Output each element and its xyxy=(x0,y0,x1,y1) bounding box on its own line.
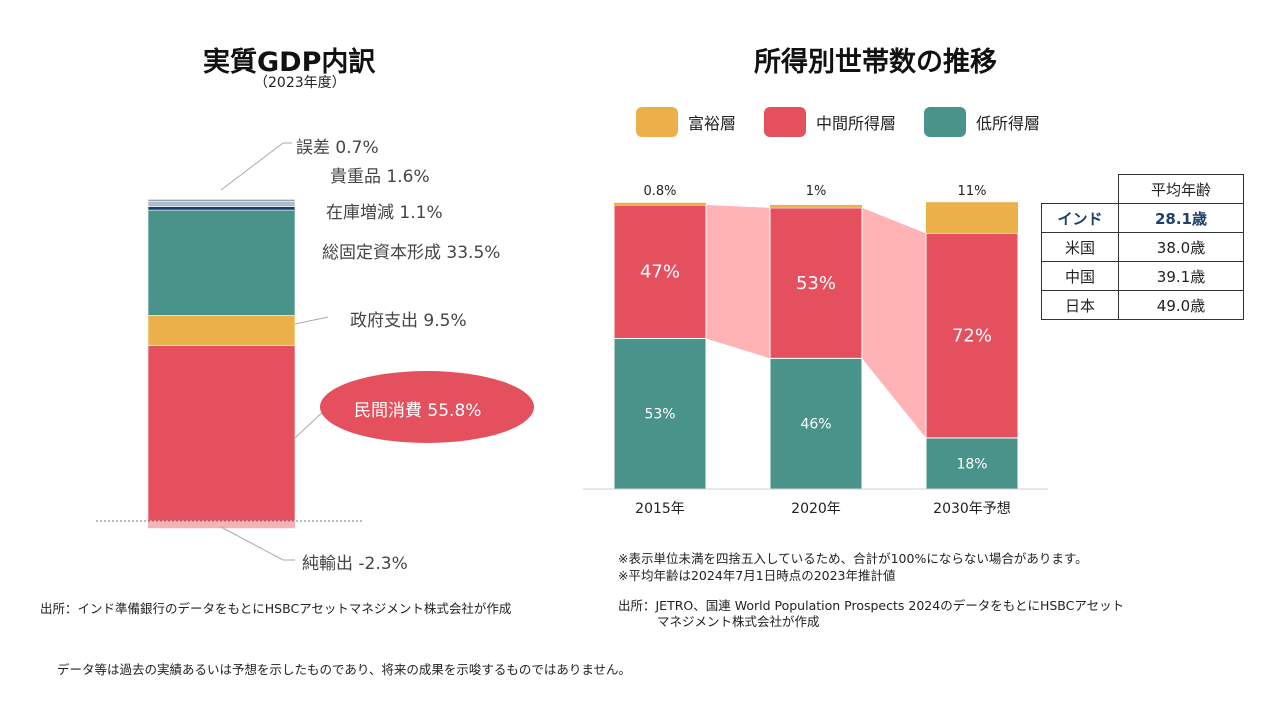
age-table-country: インド xyxy=(1041,203,1119,233)
gdp-stacked-bar-chart xyxy=(96,142,534,561)
legend-item-wealthy: 富裕層 xyxy=(636,107,736,137)
legend-item-middle: 中間所得層 xyxy=(764,107,896,137)
bar-low-income xyxy=(613,337,707,490)
table-row: 中国 39.1歳 xyxy=(1041,261,1244,291)
bar-middle-income xyxy=(769,207,863,359)
household-note-2: ※平均年齢は2024年7月1日時点の2023年推計値 xyxy=(618,568,896,583)
data-label-middle-income: 72% xyxy=(952,326,992,347)
gdp-label-error: 誤差 0.7% xyxy=(296,138,379,158)
middle-income-connector xyxy=(706,205,770,359)
gdp-bar-gov xyxy=(147,315,296,346)
gdp-label-valuables: 貴重品 1.6% xyxy=(330,167,430,187)
leader-line-netexport xyxy=(220,526,295,561)
x-tick-label: 2015年 xyxy=(635,501,685,517)
gdp-bar-private xyxy=(147,345,296,522)
age-table-age: 49.0歳 xyxy=(1118,290,1244,320)
gdp-label-gfcf: 総固定資本形成 33.5% xyxy=(322,243,501,263)
legend-label-middle: 中間所得層 xyxy=(816,114,897,133)
x-tick-label: 2030年予想 xyxy=(933,501,1011,517)
legend-label-low: 低所得層 xyxy=(976,114,1041,133)
gdp-bar-gfcf xyxy=(147,209,296,316)
age-table-country: 米国 xyxy=(1041,232,1119,262)
household-legend: 富裕層 中間所得層 低所得層 xyxy=(636,107,1040,137)
legend-swatch-low xyxy=(924,107,967,137)
age-table-country: 日本 xyxy=(1041,290,1119,320)
data-label-wealthy: 11% xyxy=(958,184,987,199)
table-row: 日本 49.0歳 xyxy=(1041,290,1244,320)
legend-swatch-wealthy xyxy=(636,107,678,137)
gdp-chart-title: 実質GDP内訳 xyxy=(203,47,376,78)
age-table-corner xyxy=(1041,174,1119,204)
age-table-age: 28.1歳 xyxy=(1118,203,1244,233)
bar-middle-income xyxy=(613,204,707,339)
table-row: 米国 38.0歳 xyxy=(1041,232,1244,262)
age-table-header: 平均年齢 xyxy=(1118,174,1244,204)
table-row: インド 28.1歳 xyxy=(1041,203,1244,233)
data-label-low-income: 46% xyxy=(800,417,831,433)
household-source-line1: 出所：JETRO、国連 World Population Prospects 2… xyxy=(618,598,1125,613)
leader-line-gov xyxy=(294,316,329,325)
data-label-wealthy: 0.8% xyxy=(643,184,676,199)
legend-item-low: 低所得層 xyxy=(924,107,1040,137)
middle-income-connector xyxy=(862,207,926,438)
data-label-wealthy: 1% xyxy=(806,184,827,199)
bar-wealthy xyxy=(614,202,706,205)
age-table-header-row: 平均年齢 xyxy=(1041,174,1244,204)
bar-wealthy xyxy=(926,202,1018,234)
gdp-chart-subtitle: （2023年度） xyxy=(254,75,346,91)
age-table-age: 38.0歳 xyxy=(1118,232,1244,262)
household-source-line2: マネジメント株式会社が作成 xyxy=(657,614,820,629)
data-label-middle-income: 47% xyxy=(640,262,680,283)
footer-disclaimer: データ等は過去の実績あるいは予想を示したものであり、将来の成果を示唆するものでは… xyxy=(57,662,632,677)
household-note-1: ※表示単位未満を四捨五入しているため、合計が100%にならない場合があります。 xyxy=(618,551,1088,566)
data-label-low-income: 53% xyxy=(644,407,675,423)
household-chart-title: 所得別世帯数の推移 xyxy=(754,47,997,78)
gdp-label-gov: 政府支出 9.5% xyxy=(350,311,467,331)
gdp-label-inventory: 在庫増減 1.1% xyxy=(326,203,443,223)
gdp-bar-error xyxy=(147,199,296,202)
age-table-country: 中国 xyxy=(1041,261,1119,291)
gdp-source: 出所：インド準備銀行のデータをもとにHSBCアセットマネジメント株式会社が作成 xyxy=(40,601,512,616)
age-table-age: 39.1歳 xyxy=(1118,261,1244,291)
data-label-middle-income: 53% xyxy=(796,273,836,294)
gdp-label-private: 民間消費 55.8% xyxy=(354,401,482,421)
legend-swatch-middle xyxy=(764,107,807,137)
gdp-bar-netexport xyxy=(148,521,295,529)
x-tick-label: 2020年 xyxy=(791,501,841,517)
bar-wealthy xyxy=(770,205,862,208)
household-stacked-bar-chart: 53% 47% 0.8% 2015年 46% 53% 1% 2020年 18% 72% 11% 203… xyxy=(583,184,1048,517)
legend-label-wealthy: 富裕層 xyxy=(688,114,737,133)
private-consumption-highlight xyxy=(320,371,534,443)
average-age-table: 平均年齢 インド 28.1歳 米国 38.0歳 中国 39.1歳 日本 49.0… xyxy=(1041,174,1244,320)
gdp-label-netexport: 純輸出 -2.3% xyxy=(302,554,408,574)
data-label-low-income: 18% xyxy=(956,456,987,472)
leader-line-error xyxy=(220,142,292,191)
